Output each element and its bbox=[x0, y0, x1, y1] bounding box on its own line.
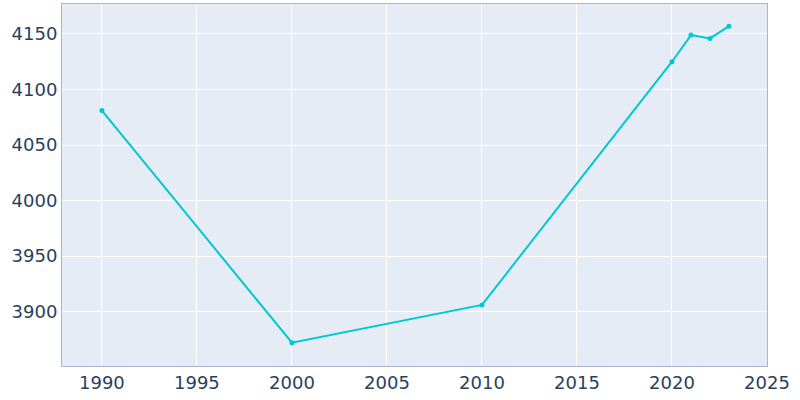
svg-text:1990: 1990 bbox=[79, 372, 125, 393]
svg-text:4150: 4150 bbox=[12, 23, 58, 44]
svg-text:3900: 3900 bbox=[12, 301, 58, 322]
svg-text:2005: 2005 bbox=[364, 372, 410, 393]
svg-text:4100: 4100 bbox=[12, 79, 58, 100]
svg-text:4000: 4000 bbox=[12, 190, 58, 211]
svg-text:1995: 1995 bbox=[174, 372, 220, 393]
svg-text:2010: 2010 bbox=[459, 372, 505, 393]
svg-text:3950: 3950 bbox=[12, 245, 58, 266]
svg-text:2020: 2020 bbox=[649, 372, 695, 393]
svg-text:4050: 4050 bbox=[12, 134, 58, 155]
svg-text:2015: 2015 bbox=[554, 372, 600, 393]
svg-text:2025: 2025 bbox=[744, 372, 790, 393]
svg-text:2000: 2000 bbox=[269, 372, 315, 393]
